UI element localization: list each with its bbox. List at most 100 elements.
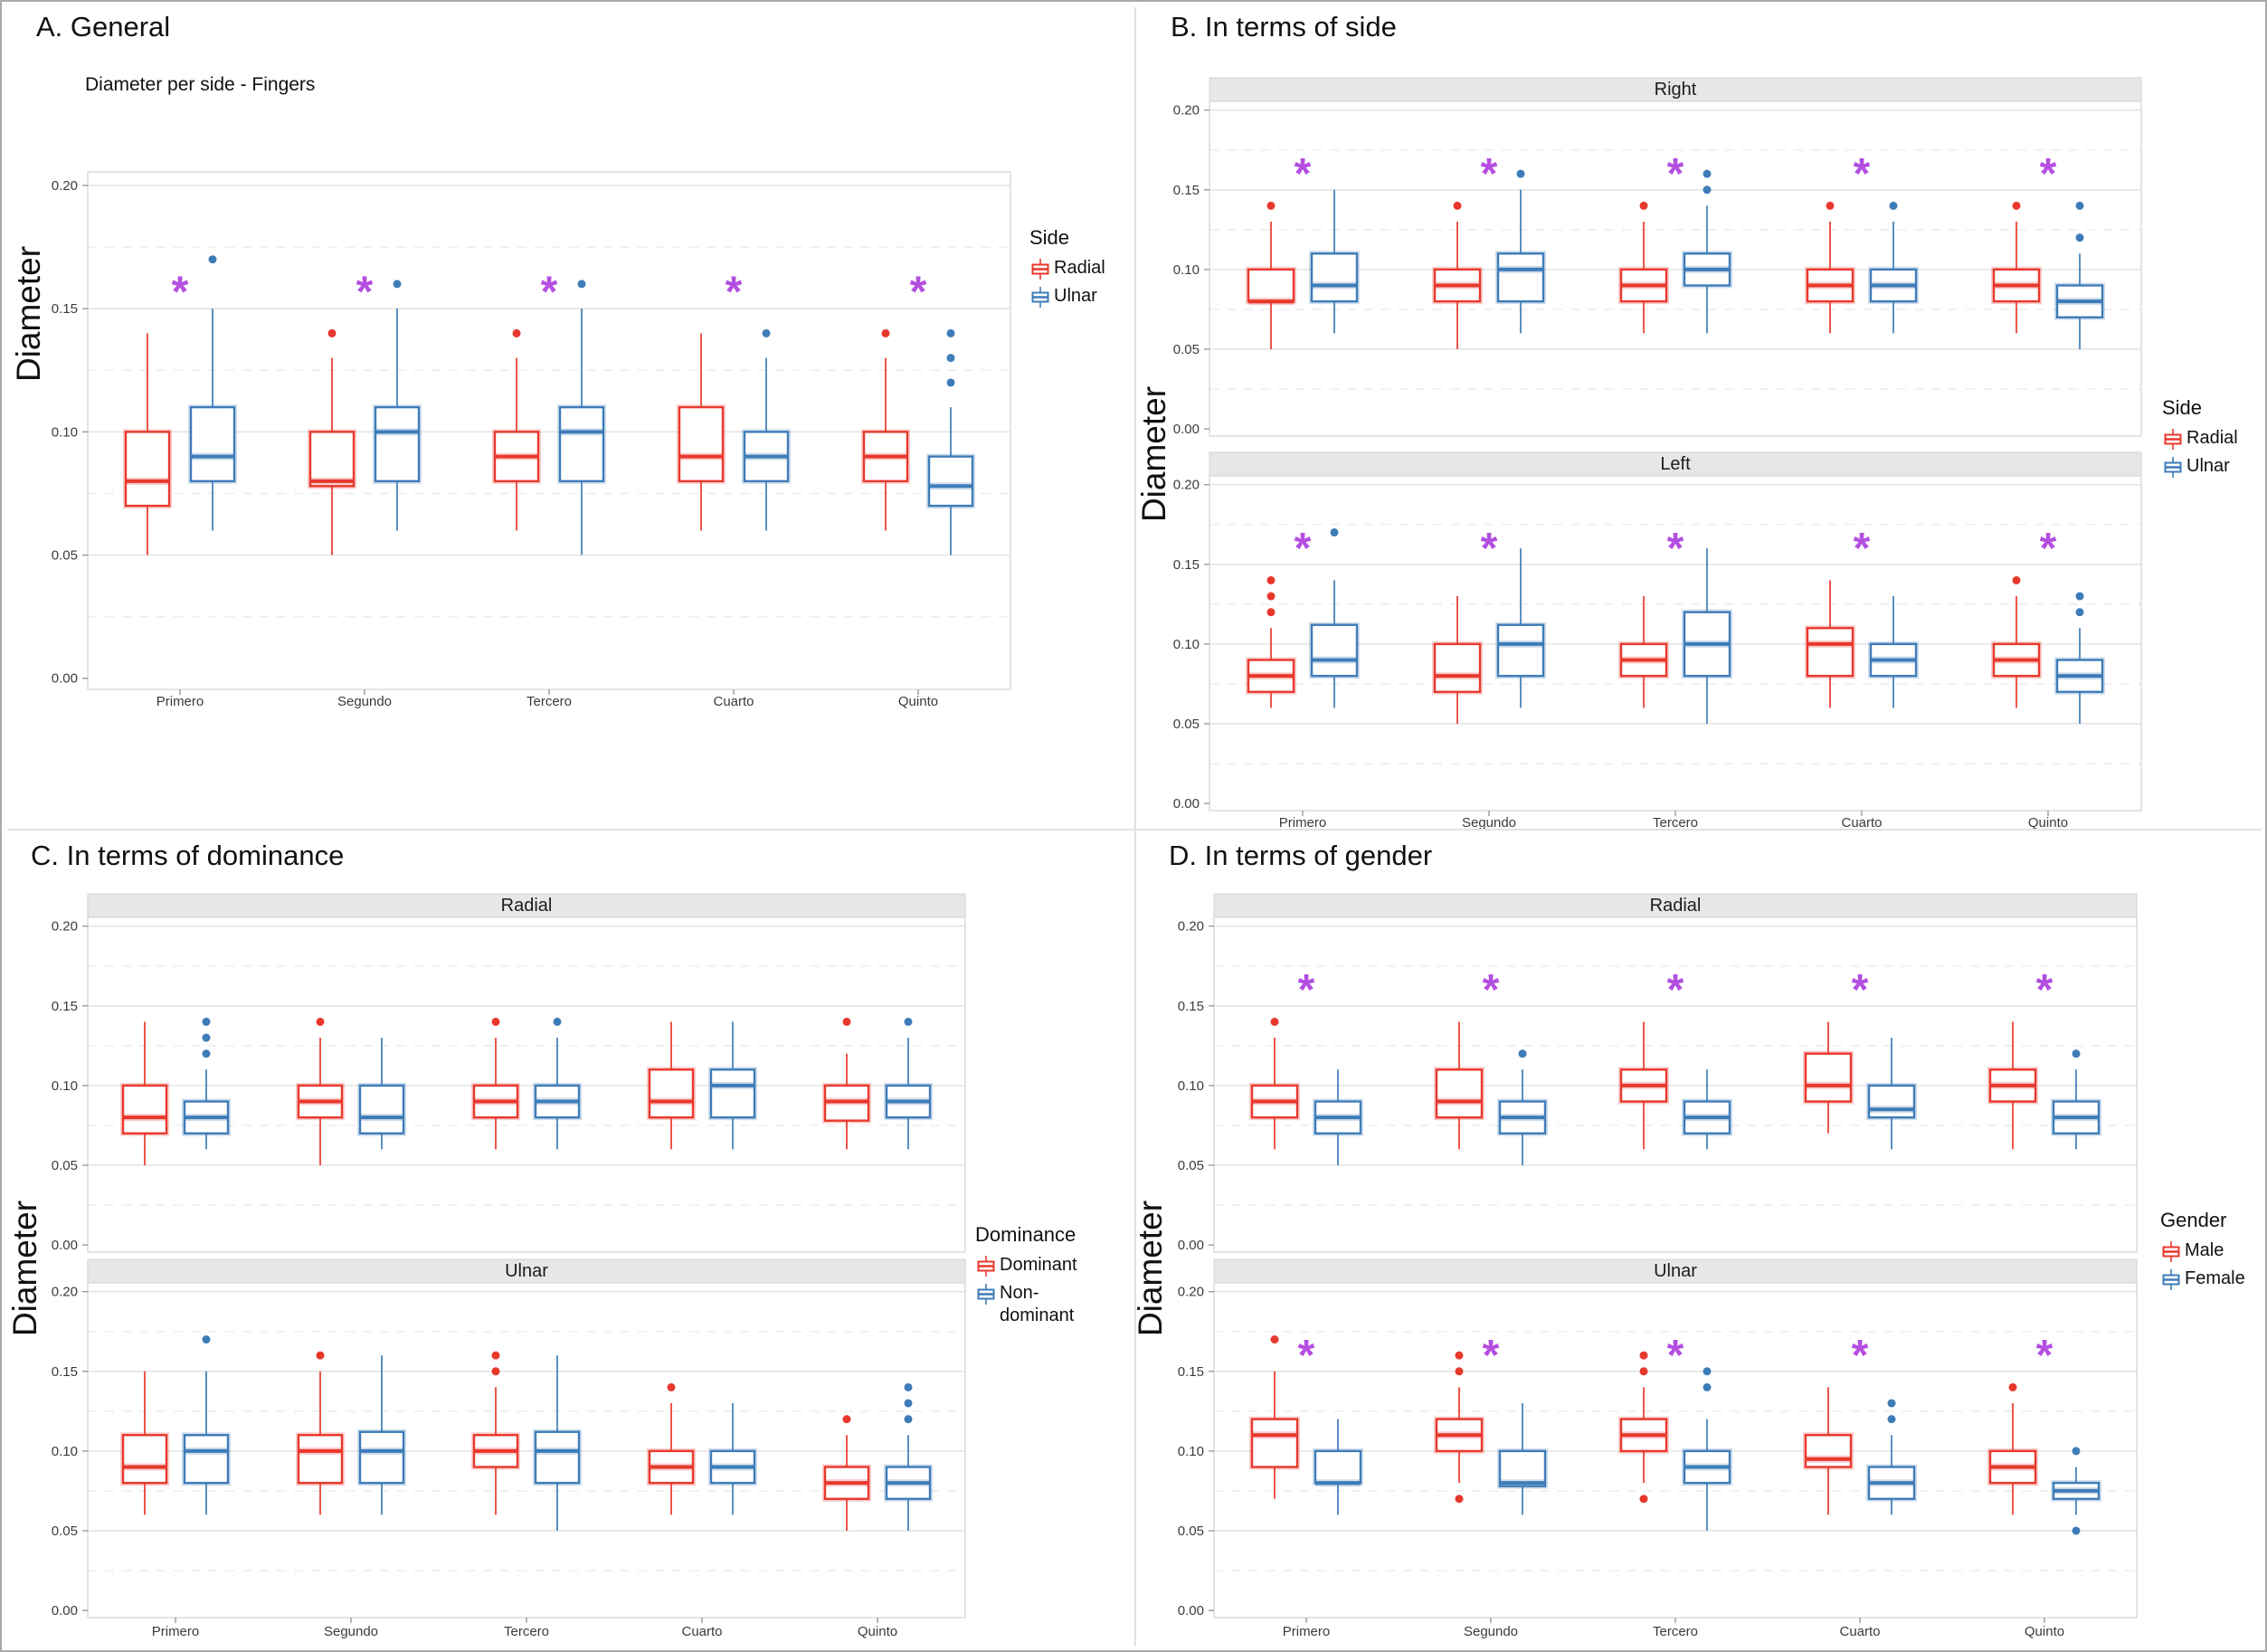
y-tick-label: 0.15 — [52, 1364, 78, 1380]
y-tick-label: 0.05 — [52, 1158, 78, 1173]
box-quinto-female — [2051, 1049, 2101, 1150]
box-tercero-ulnar — [1682, 169, 1732, 334]
outlier-point — [2072, 1447, 2081, 1456]
box-tercero-non-dominant — [533, 1017, 582, 1150]
iqr-box — [1433, 642, 1482, 693]
plot-background — [1214, 1283, 2137, 1618]
facet-strip-label: Right — [1655, 80, 1697, 100]
legend-dominance-panel-c: Dominance Dominant Non-dominant — [975, 1223, 1106, 1327]
box-cuarto-dominant — [647, 1382, 696, 1515]
plot-border — [87, 916, 966, 1253]
outlier-point — [904, 1399, 913, 1408]
non-dominant-boxplot-glyph — [975, 1282, 997, 1306]
significance-asterisk: * — [1298, 966, 1315, 1014]
facet-strip-label: Radial — [1650, 896, 1702, 916]
box-tercero-female — [1682, 1367, 1732, 1531]
facet-ulnar: Ulnar 0.20 0.15 0.10 0.05 0.00 Primero Segundo T… — [52, 1258, 966, 1639]
iqr-box — [1250, 1418, 1299, 1468]
panel-b-plot: Right 0.20 0.15 0.10 0.05 0.00 * * * * * Left 0.20 0.… — [1173, 77, 2142, 831]
box-quinto-ulnar — [2054, 201, 2105, 349]
facet-strip-label: Left — [1660, 454, 1691, 474]
x-tick-label: Primero — [1283, 1624, 1331, 1639]
panel-b-yaxis-label: Diameter — [1135, 385, 1172, 523]
y-tick-label: 0.05 — [1178, 1524, 1204, 1539]
legend-item-label: Ulnar — [2186, 456, 2230, 476]
panel-c-yaxis-label: Diameter — [6, 1200, 43, 1337]
outlier-point — [667, 1382, 676, 1391]
outlier-point — [946, 328, 955, 337]
box-quinto-radial — [861, 328, 910, 531]
box-quinto-ulnar — [2054, 592, 2105, 724]
y-tick-label: 0.00 — [52, 671, 78, 687]
outlier-point — [946, 354, 955, 363]
box-primero-male — [1249, 1335, 1300, 1499]
outlier-point — [393, 280, 402, 289]
y-tick-label: 0.10 — [1178, 1078, 1204, 1094]
box-tercero-female — [1682, 1069, 1732, 1150]
significance-asterisk: * — [1854, 150, 1871, 198]
facet-strip-label: Ulnar — [505, 1261, 548, 1281]
legend-item-radial: Radial — [2162, 427, 2238, 451]
outlier-point — [762, 328, 771, 337]
legend-item-ulnar: Ulnar — [1029, 285, 1105, 309]
iqr-box — [1496, 623, 1545, 678]
facet-strip-label: Ulnar — [1654, 1261, 1697, 1281]
facet-strip — [1213, 1258, 2138, 1284]
outlier-point — [491, 1351, 500, 1360]
significance-asterisk: * — [1667, 1332, 1684, 1380]
facet-ulnar: Ulnar 0.20 0.15 0.10 0.05 0.00 * Primero * Segund… — [1178, 1258, 2138, 1639]
outlier-point — [1639, 1367, 1648, 1376]
plot-background — [1209, 101, 2141, 436]
legend-item-label: Male — [2185, 1240, 2224, 1260]
y-tick-label: 0.05 — [52, 1524, 78, 1539]
plot-border — [1213, 916, 2138, 1253]
outlier-point — [327, 328, 337, 337]
iqr-box — [1804, 1052, 1853, 1103]
legend-side-panel-b: Side Radial Ulnar — [2162, 396, 2238, 479]
y-tick-label: 0.00 — [1178, 1603, 1204, 1619]
y-tick-label: 0.05 — [1173, 342, 1200, 357]
legend-title: Side — [1029, 226, 1070, 249]
plot-background — [1214, 917, 2137, 1252]
significance-asterisk: * — [910, 268, 927, 316]
iqr-box — [1806, 627, 1854, 678]
y-tick-label: 0.00 — [1178, 1238, 1204, 1253]
panel-a-plot: 0.20 0.15 0.10 0.05 0.00 * Primero * Segundo * Ter… — [52, 171, 1011, 709]
y-tick-label: 0.15 — [1178, 1364, 1204, 1380]
iqr-box — [678, 405, 725, 483]
box-cuarto-male — [1803, 1021, 1854, 1134]
y-tick-label: 0.00 — [52, 1238, 78, 1253]
facet-strip — [1209, 451, 2142, 477]
legend-item-label: Non-dominant — [1000, 1283, 1075, 1325]
iqr-box — [121, 1084, 168, 1135]
male-boxplot-glyph — [2160, 1239, 2182, 1264]
outlier-point — [2075, 201, 2084, 210]
plot-background — [88, 1283, 965, 1618]
box-cuarto-female — [1866, 1038, 1917, 1150]
box-cuarto-ulnar — [1868, 596, 1919, 708]
box-quinto-female — [2051, 1447, 2101, 1535]
box-segundo-female — [1497, 1049, 1548, 1165]
box-tercero-ulnar — [557, 280, 606, 555]
outlier-point — [2072, 1049, 2081, 1059]
outlier-point — [1455, 1367, 1464, 1376]
y-tick-label: 0.20 — [1178, 919, 1204, 935]
x-tick-label: Tercero — [504, 1624, 549, 1639]
box-primero-ulnar — [1309, 189, 1360, 334]
box-quinto-radial — [1991, 201, 2042, 334]
box-quinto-radial — [1991, 575, 2042, 708]
iqr-box — [358, 1084, 405, 1135]
legend-item-female: Female — [2160, 1267, 2245, 1292]
y-tick-label: 0.05 — [52, 548, 78, 564]
x-tick-label: Tercero — [526, 694, 572, 709]
outlier-point — [2075, 592, 2084, 601]
box-primero-dominant — [120, 1371, 169, 1515]
facet-strip-label: Radial — [501, 896, 553, 916]
y-tick-label: 0.15 — [1173, 557, 1200, 573]
y-tick-label: 0.10 — [1173, 637, 1200, 652]
outlier-point — [904, 1382, 913, 1391]
box-primero-radial — [1246, 575, 1296, 708]
outlier-point — [491, 1017, 500, 1026]
outlier-point — [491, 1367, 500, 1376]
x-tick-label: Tercero — [1653, 1624, 1698, 1639]
